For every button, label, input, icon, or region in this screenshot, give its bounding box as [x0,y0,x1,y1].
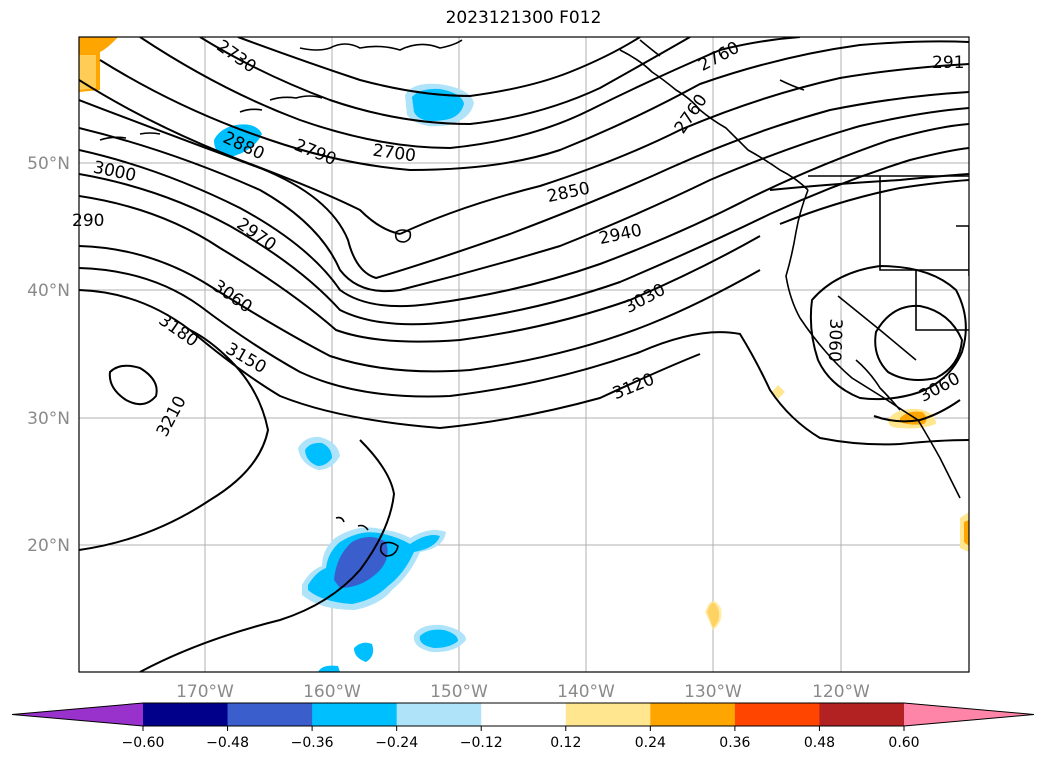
blue-patch-alaska-core [412,88,464,121]
colorbar-segment [396,703,482,726]
lon-label: 140°W [557,682,615,702]
colorbar-tick-label: 0.12 [550,735,581,751]
colorbar-segment [650,703,736,726]
colorbar-tick-label: −0.24 [375,735,418,751]
lon-label: 120°W [812,682,870,702]
contour-label: 3060 [916,369,964,407]
colorbar-tick-label: 0.36 [719,735,750,751]
gridlines [79,37,969,672]
blue-patch-small [354,642,374,662]
colorbar-tick-label: −0.48 [206,735,249,751]
colorbar-segment [227,703,313,726]
contour-label: 291 [932,53,964,73]
colorbar-tick-label: 0.60 [888,735,919,751]
height-contours [79,37,969,672]
yellow-rim-nw [79,55,96,90]
contour-label: 3120 [610,369,658,404]
yellow-patch-south [705,600,722,630]
latitude-labels: 50°N 40°N 30°N 20°N [27,154,70,556]
colorbar-tick-label: −0.60 [122,735,165,751]
colorbar: −0.60 −0.48 −0.36 −0.24 −0.12 0.12 0.24 0.36 0.4… [11,702,1035,751]
colorbar-segment [734,703,820,726]
contour-label: 3000 [91,158,137,187]
colorbar-segment [819,703,905,726]
contour-label: 2940 [597,220,643,249]
colorbar-extend-left [12,703,143,726]
orange-patch-east [964,520,969,546]
colorbar-tick-label: −0.12 [460,735,503,751]
colorbar-segment [312,703,398,726]
blue-patch-bottom [318,665,340,672]
contour-label: 3060 [209,276,256,317]
colorbar-segment [565,703,651,726]
longitude-labels: 170°W 160°W 150°W 140°W 130°W 120°W [176,682,870,702]
lon-label: 150°W [430,682,488,702]
contour-label: 2970 [233,214,280,255]
map-title: 2023121300 F012 [445,8,602,28]
lat-label: 30°N [27,409,70,429]
map-frame [78,36,970,673]
contour-label: 2760 [695,38,743,76]
yellow-patch-dot [772,385,785,399]
colorbar-segment [481,703,567,726]
contour-label: 3210 [153,393,191,441]
lon-label: 160°W [303,682,361,702]
coastlines [99,39,969,557]
lon-label: 170°W [176,682,234,702]
colorbar-segment [143,703,229,726]
colorbar-tick-label: −0.36 [291,735,334,751]
lat-label: 40°N [27,281,70,301]
blue-patch-sub-core [305,442,332,466]
contour-label: 3060 [824,318,845,362]
colorbar-extend-right [904,703,1034,726]
lon-label: 130°W [684,682,742,702]
blue-patch-south-core [419,629,458,648]
lat-label: 50°N [27,154,70,174]
colorbar-tick-label: 0.48 [804,735,835,751]
contour-label: 3150 [222,339,269,378]
colorbar-tick-label: 0.24 [635,735,666,751]
lat-label: 20°N [27,536,70,556]
contour-label: 3180 [155,310,202,351]
contour-label: 290 [72,211,104,231]
contour-label: 3030 [621,280,669,318]
